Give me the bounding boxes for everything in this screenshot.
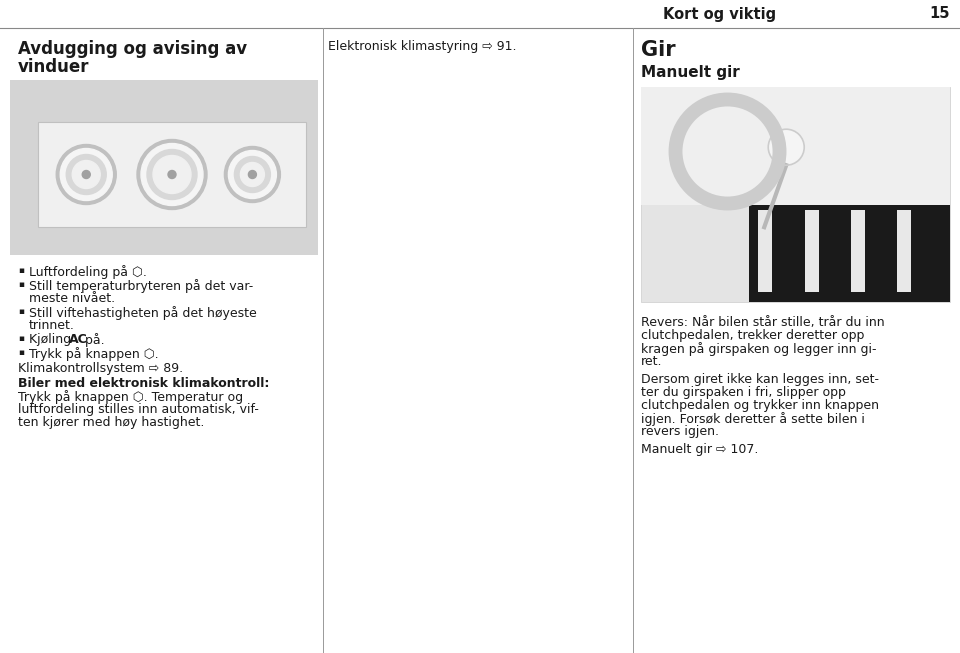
Bar xyxy=(758,210,773,292)
Text: Luftfordeling på ⬡.: Luftfordeling på ⬡. xyxy=(29,265,147,279)
Text: meste nivået.: meste nivået. xyxy=(29,292,115,305)
Circle shape xyxy=(83,170,90,178)
Text: Avdugging og avising av: Avdugging og avising av xyxy=(18,40,247,58)
Text: vinduer: vinduer xyxy=(18,58,89,76)
Text: på.: på. xyxy=(81,333,105,347)
Bar xyxy=(804,210,819,292)
Text: igjen. Forsøk deretter å sette bilen i: igjen. Forsøk deretter å sette bilen i xyxy=(641,412,865,426)
Text: clutchpedalen og trykker inn knappen: clutchpedalen og trykker inn knappen xyxy=(641,399,879,412)
Circle shape xyxy=(57,144,116,204)
Text: clutchpedalen, trekker deretter opp: clutchpedalen, trekker deretter opp xyxy=(641,329,864,342)
Circle shape xyxy=(168,170,176,178)
Text: Dersom giret ikke kan legges inn, set-: Dersom giret ikke kan legges inn, set- xyxy=(641,373,879,386)
Text: Trykk på knappen ⬡.: Trykk på knappen ⬡. xyxy=(29,347,158,361)
Text: ter du girspaken i fri, slipper opp: ter du girspaken i fri, slipper opp xyxy=(641,386,846,399)
Text: AC: AC xyxy=(68,333,87,346)
Circle shape xyxy=(72,161,100,189)
Bar xyxy=(38,122,306,227)
Bar xyxy=(641,87,950,205)
Circle shape xyxy=(228,150,276,199)
Circle shape xyxy=(249,170,256,178)
Text: Manuelt gir ⇨ 107.: Manuelt gir ⇨ 107. xyxy=(641,443,758,456)
Bar xyxy=(641,87,950,302)
Text: ▪: ▪ xyxy=(18,334,24,343)
Text: Revers: Når bilen står stille, trår du inn: Revers: Når bilen står stille, trår du i… xyxy=(641,316,884,329)
Bar xyxy=(749,205,950,302)
Text: Trykk på knappen ⬡. Temperatur og: Trykk på knappen ⬡. Temperatur og xyxy=(18,390,243,404)
Text: Gir: Gir xyxy=(641,40,676,60)
Text: Elektronisk klimastyring ⇨ 91.: Elektronisk klimastyring ⇨ 91. xyxy=(328,40,516,53)
Circle shape xyxy=(153,155,191,193)
Circle shape xyxy=(60,148,112,200)
Circle shape xyxy=(137,140,207,210)
Text: ten kjører med høy hastighet.: ten kjører med høy hastighet. xyxy=(18,416,204,429)
Text: Kjøling: Kjøling xyxy=(29,333,75,346)
Text: Kort og viktig: Kort og viktig xyxy=(663,7,777,22)
Text: ▪: ▪ xyxy=(18,348,24,357)
Circle shape xyxy=(234,157,271,193)
Text: kragen på girspaken og legger inn gi-: kragen på girspaken og legger inn gi- xyxy=(641,342,876,356)
Text: ▪: ▪ xyxy=(18,266,24,275)
Circle shape xyxy=(66,155,107,195)
Text: Klimakontrollsystem ⇨ 89.: Klimakontrollsystem ⇨ 89. xyxy=(18,362,183,375)
Text: revers igjen.: revers igjen. xyxy=(641,425,719,438)
Text: ret.: ret. xyxy=(641,355,662,368)
Text: luftfordeling stilles inn automatisk, vif-: luftfordeling stilles inn automatisk, vi… xyxy=(18,403,259,416)
Text: Still viftehastigheten på det høyeste: Still viftehastigheten på det høyeste xyxy=(29,306,256,320)
Text: ▪: ▪ xyxy=(18,307,24,316)
Bar xyxy=(852,210,865,292)
Text: trinnet.: trinnet. xyxy=(29,319,75,332)
Circle shape xyxy=(147,150,197,200)
Text: Still temperaturbryteren på det var-: Still temperaturbryteren på det var- xyxy=(29,279,253,293)
Circle shape xyxy=(225,146,280,202)
Text: Manuelt gir: Manuelt gir xyxy=(641,65,740,80)
Bar xyxy=(10,80,318,255)
Circle shape xyxy=(141,144,203,206)
Text: 15: 15 xyxy=(929,7,950,22)
Circle shape xyxy=(240,163,264,187)
Text: ▪: ▪ xyxy=(18,280,24,289)
Bar xyxy=(898,210,911,292)
Circle shape xyxy=(768,129,804,165)
Text: Biler med elektronisk klimakontroll:: Biler med elektronisk klimakontroll: xyxy=(18,377,270,390)
